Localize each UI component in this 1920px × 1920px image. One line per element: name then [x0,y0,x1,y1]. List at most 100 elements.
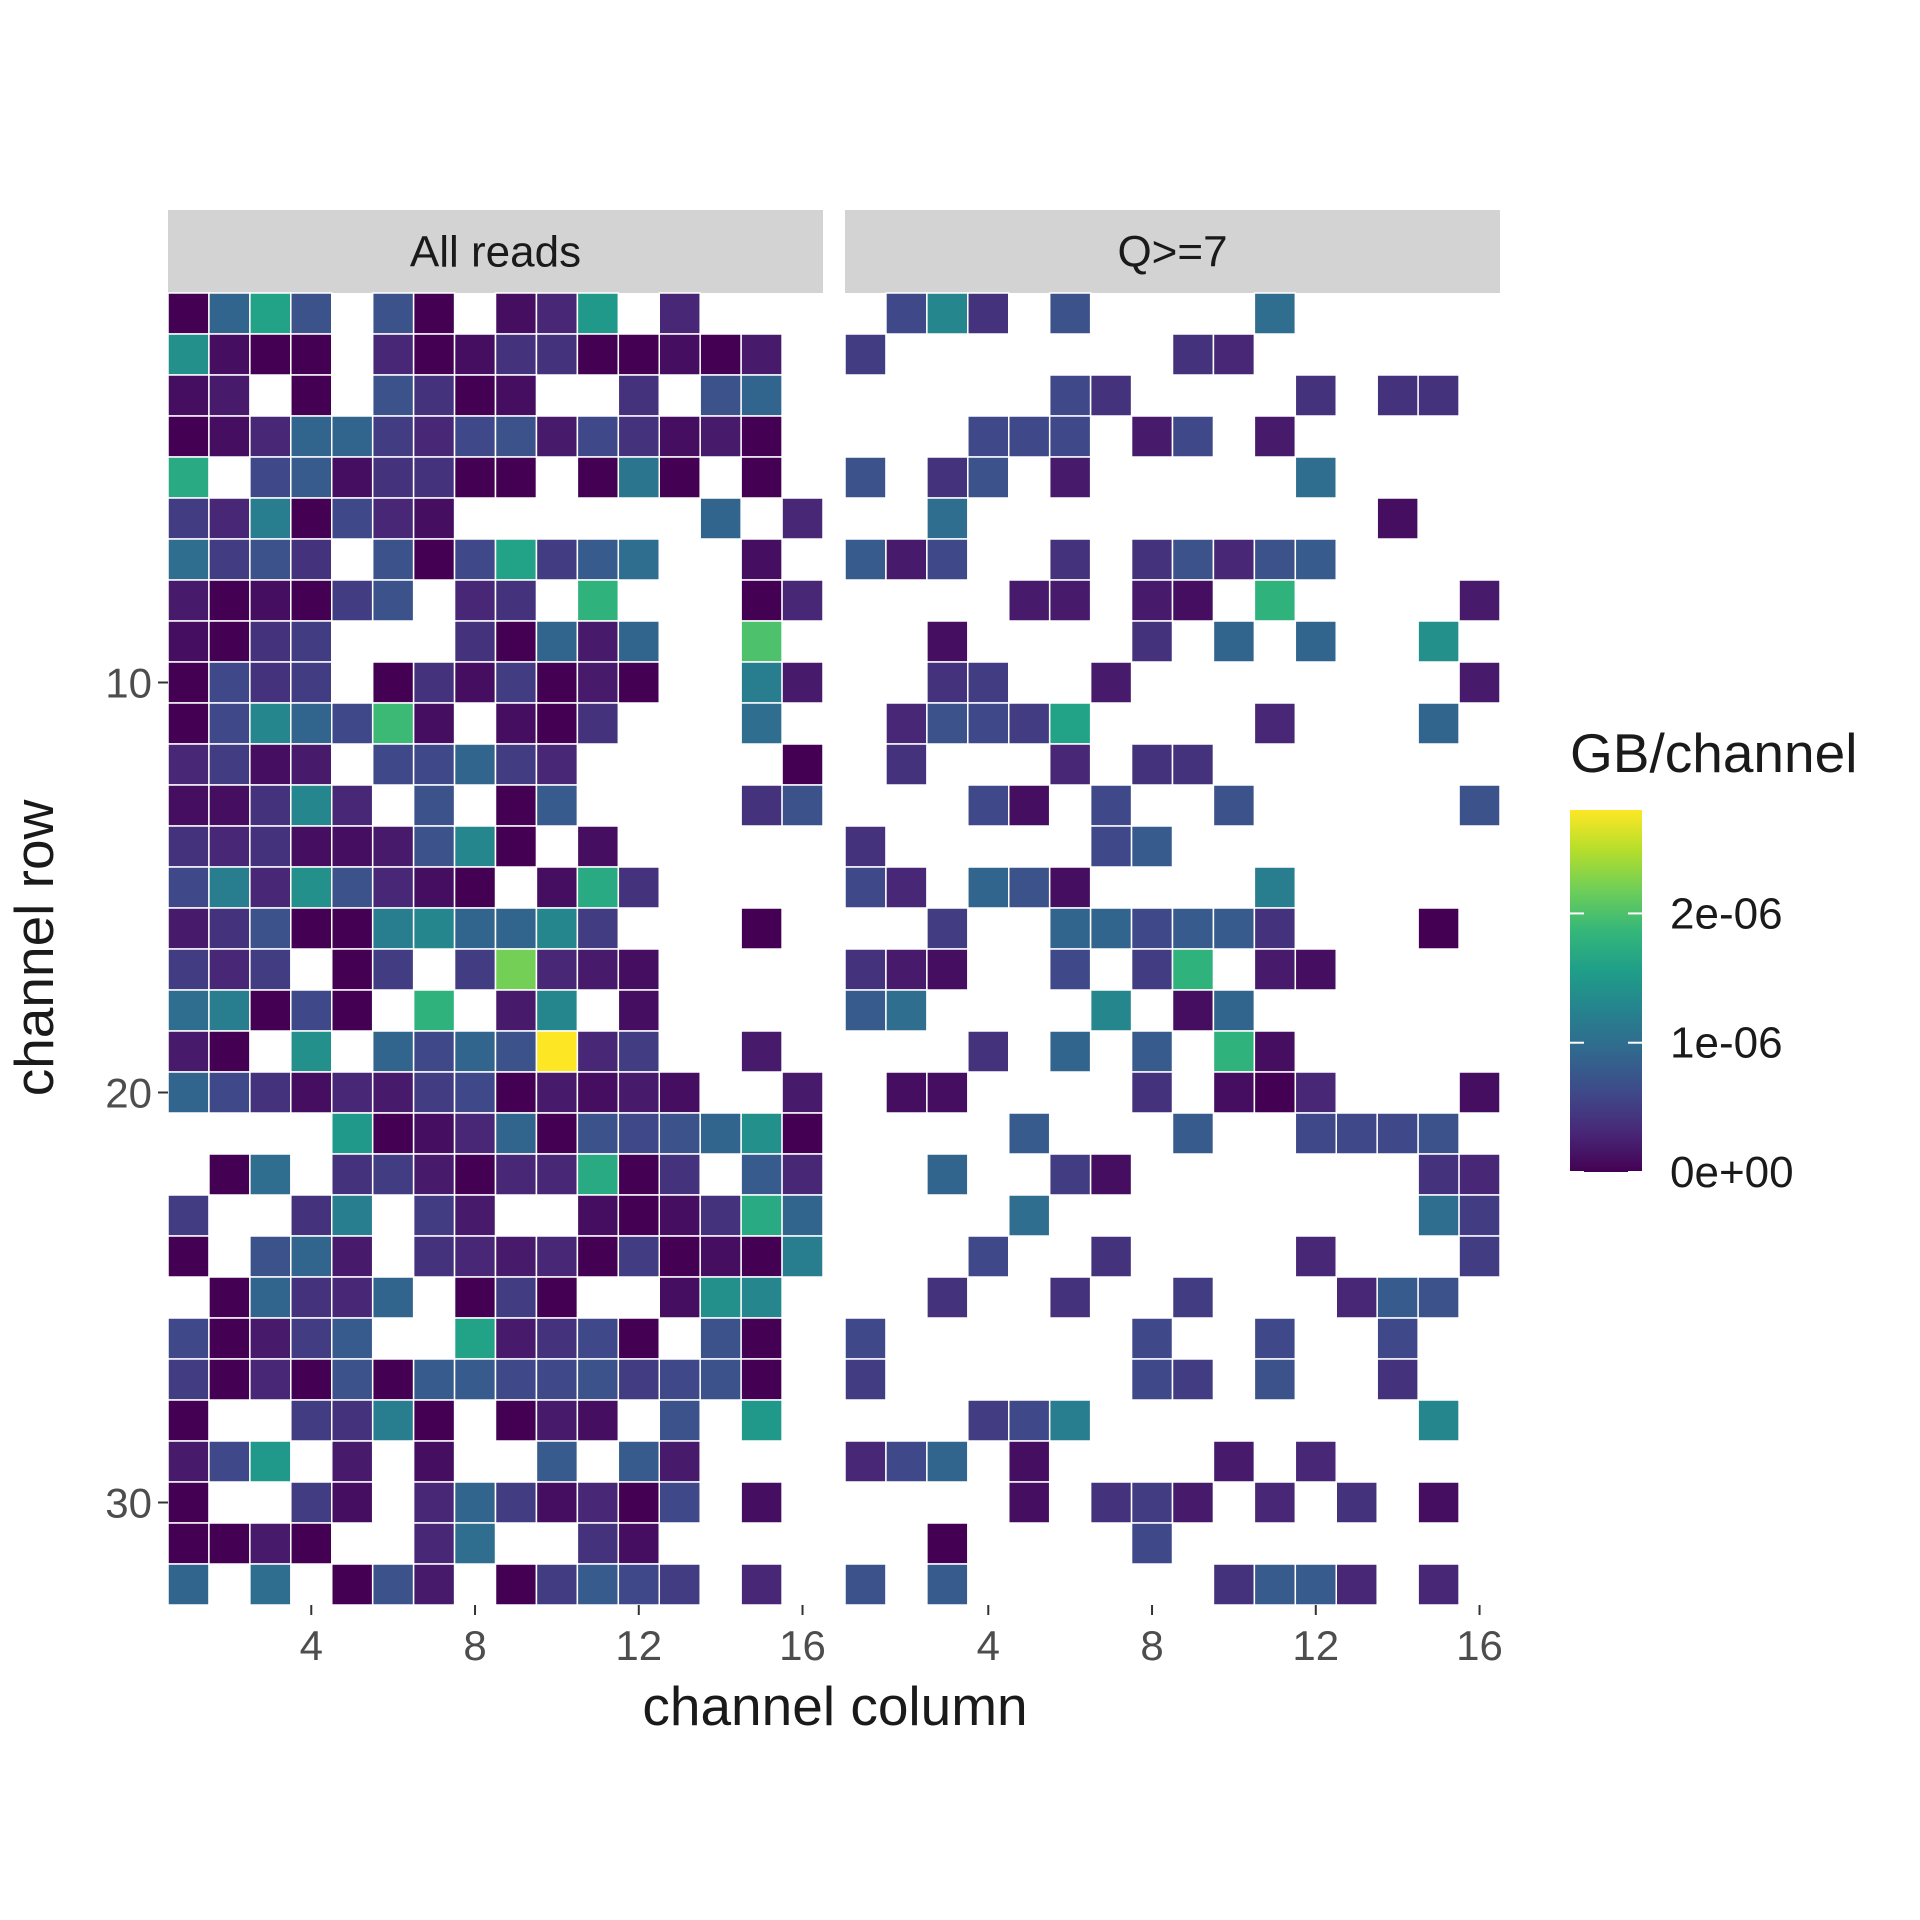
heatmap-tile [412,456,456,499]
heatmap-tile [167,497,210,540]
heatmap-tile [576,1522,620,1565]
heatmap-tile [453,1276,497,1319]
heatmap-tile [167,333,210,376]
heatmap-tile [167,374,210,417]
heatmap-tile [1294,1071,1338,1114]
legend-colorbar [1570,810,1642,1172]
heatmap-tile [781,1235,824,1278]
heatmap-tile [167,456,210,499]
heatmap-tile [249,866,292,909]
facet-label: Q>=7 [1117,228,1227,277]
heatmap-tile [290,374,333,417]
heatmap-tile [1417,374,1460,417]
heatmap-tile [967,415,1010,458]
heatmap-tile [1130,1481,1174,1524]
heatmap-tile [249,1235,292,1278]
heatmap-tile [1417,1112,1460,1155]
heatmap-tile [1130,1522,1174,1565]
heatmap-tile [658,1153,701,1196]
heatmap-tile [208,620,251,663]
heatmap-tile [371,866,415,909]
heatmap-tile [371,1358,415,1401]
heatmap-tile [290,907,333,950]
heatmap-tile [371,1563,415,1606]
heatmap-tile [249,784,292,827]
heatmap-tile [494,1563,538,1606]
heatmap-tile [658,1112,701,1155]
heatmap-tile [494,1481,538,1524]
heatmap-tile [167,784,210,827]
heatmap-tile [290,1358,333,1401]
heatmap-tile [740,1481,783,1524]
heatmap-tile [290,866,333,909]
heatmap-tile [740,333,783,376]
heatmap-tile [1048,907,1092,950]
heatmap-tile [412,497,456,540]
heatmap-tile [331,1071,374,1114]
heatmap-tile [167,538,210,581]
heatmap-tile [740,784,783,827]
heatmap-tile [1212,1563,1256,1606]
heatmap-tile [781,1194,824,1237]
heatmap-tile [1253,948,1297,991]
heatmap-tile [412,374,456,417]
heatmap-tile [453,620,497,663]
heatmap-tile [967,292,1010,335]
heatmap-tile [658,292,701,335]
heatmap-tile [576,1358,620,1401]
heatmap-tile [167,907,210,950]
heatmap-tile [781,1153,824,1196]
heatmap-tile [249,1276,292,1319]
heatmap-tile [1171,743,1215,786]
heatmap-tile [494,456,538,499]
heatmap-tile [494,538,538,581]
heatmap-tile [926,1071,969,1114]
heatmap-tile [208,1153,251,1196]
heatmap-tile [453,333,497,376]
heatmap-tile [576,620,620,663]
heatmap-tile [1335,1481,1378,1524]
heatmap-tile [167,1235,210,1278]
heatmap-tile [290,1481,333,1524]
heatmap-tile [658,1440,701,1483]
legend-title: GB/channel [1570,722,1857,784]
heatmap-tile [331,1153,374,1196]
heatmap-tile [740,907,783,950]
heatmap-tile [290,1522,333,1565]
heatmap-tile [412,743,456,786]
heatmap-tile [535,415,579,458]
heatmap-tile [926,1440,969,1483]
y-tick-label: 30 [105,1480,152,1527]
heatmap-tile [249,825,292,868]
heatmap-tile [167,948,210,991]
heatmap-tile [290,620,333,663]
heatmap-tile [740,1317,783,1360]
heatmap-tile [290,415,333,458]
heatmap-tile [331,866,374,909]
heatmap-tile [208,1030,251,1073]
heatmap-tile [576,1481,620,1524]
heatmap-tile [1048,538,1092,581]
heatmap-tile [371,497,415,540]
heatmap-tile [1048,866,1092,909]
heatmap-tile [781,743,824,786]
heatmap-tile [1417,1194,1460,1237]
heatmap-tile [1008,702,1051,745]
heatmap-tile [1130,538,1174,581]
y-axis: 10 20 30 [105,660,168,1527]
x-tick-label: 12 [1292,1622,1339,1669]
heatmap-tile [1048,579,1092,622]
heatmap-tile [535,1358,579,1401]
heatmap-tile [576,1235,620,1278]
facet-strip [168,210,823,293]
heatmap-tile [412,1153,456,1196]
heatmap-tile [885,292,928,335]
heatmap-tile [1294,538,1338,581]
heatmap-tile [1171,989,1215,1032]
heatmap-tile [926,948,969,991]
heatmap-tile [1253,538,1297,581]
heatmap-tile [535,333,579,376]
heatmap-tile [249,456,292,499]
heatmap-tile [926,1153,969,1196]
heatmap-tile [576,1317,620,1360]
